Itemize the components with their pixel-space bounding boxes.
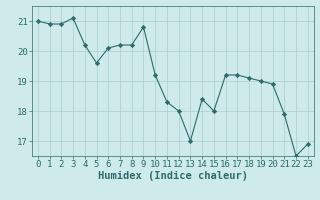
X-axis label: Humidex (Indice chaleur): Humidex (Indice chaleur) bbox=[98, 171, 248, 181]
